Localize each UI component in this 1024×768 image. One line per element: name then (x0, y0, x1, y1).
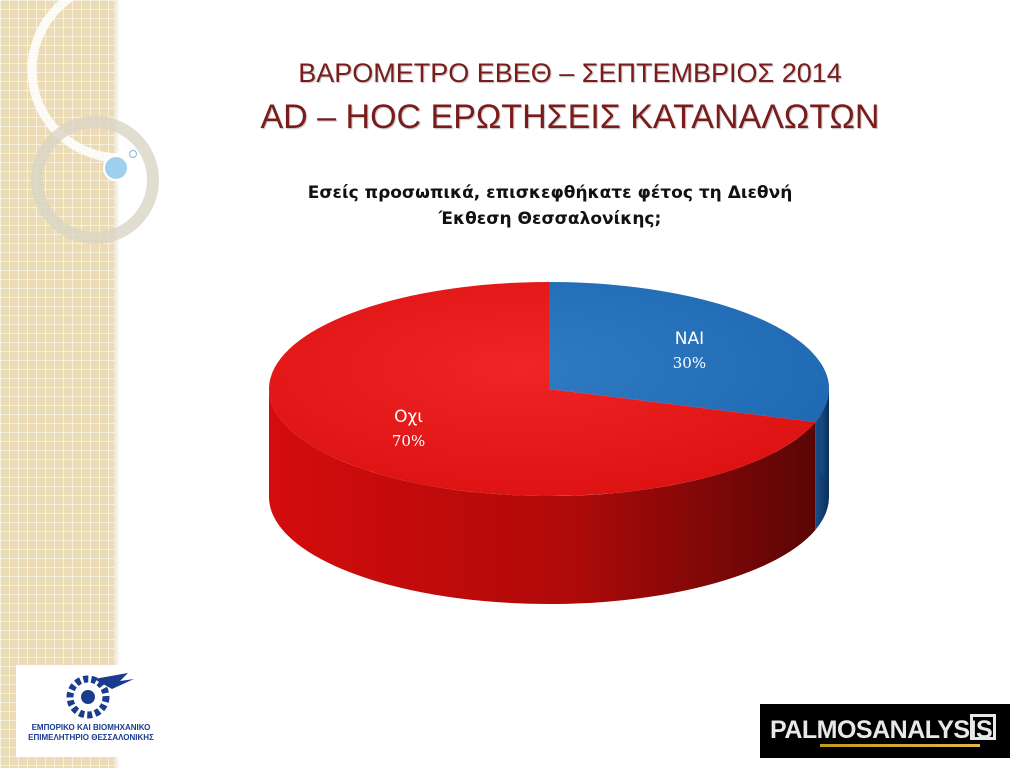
slice-value-label-2: 70% (392, 432, 425, 450)
palmos-logo-underline (820, 744, 980, 747)
palmos-analysis-logo: PALMOSANALYSIS (760, 704, 1010, 758)
chart-title-line-1: Εσείς προσωπικά, επισκεφθήκατε φέτος τη … (307, 183, 793, 203)
decorative-circles (27, 0, 200, 244)
slice-label-1: ΝΑΙ (675, 329, 704, 349)
chart-title: Εσείς προσωπικά, επισκεφθήκατε φέτος τη … (260, 180, 840, 232)
deco-bubble-small (129, 150, 137, 158)
ebeth-logo-line-1: ΕΜΠΟΡΙΚΟ ΚΑΙ ΒΙΟΜΗΧΑΝΙΚΟ (31, 723, 151, 732)
deco-bubble (103, 155, 129, 181)
slice-value-label-1: 30% (673, 354, 706, 372)
deco-ring-small (31, 116, 159, 244)
pie-side-2 (269, 389, 816, 604)
pie-top (269, 282, 829, 496)
page-subtitle: AD – HOC ΕΡΩΤΗΣΕΙΣ ΚΑΤΑΝΑΛΩΤΩΝ (260, 98, 880, 136)
sidebar-edge (114, 0, 120, 768)
palmos-logo-text: PALMOSANALYSIS (770, 716, 993, 744)
page-title: ΒΑΡΟΜΕΤΡΟ ΕΒΕΘ – ΣΕΠΤΕΜΒΡΙΟΣ 2014 (298, 58, 842, 88)
palmos-square-icon (970, 714, 996, 740)
gear-logo-icon (66, 673, 134, 719)
ebeth-logo: ΕΜΠΟΡΙΚΟ ΚΑΙ ΒΙΟΜΗΧΑΝΙΚΟ ΕΠΙΜΕΛΗΤΗΡΙΟ ΘΕ… (16, 665, 166, 757)
slice-label-2: Οχι (394, 407, 423, 427)
ebeth-logo-line-2: ΕΠΙΜΕΛΗΤΗΡΙΟ ΘΕΣΣΑΛΟΝΙΚΗΣ (28, 733, 154, 742)
chart-title-line-2: Έκθεση Θεσσαλονίκης; (438, 209, 662, 229)
ebeth-logo-text: ΕΜΠΟΡΙΚΟ ΚΑΙ ΒΙΟΜΗΧΑΝΙΚΟ ΕΠΙΜΕΛΗΤΗΡΙΟ ΘΕ… (16, 723, 166, 743)
pie-top-shade (269, 282, 829, 496)
pie-labels: ΝΑΙ 30% Οχι 70% (392, 329, 706, 450)
